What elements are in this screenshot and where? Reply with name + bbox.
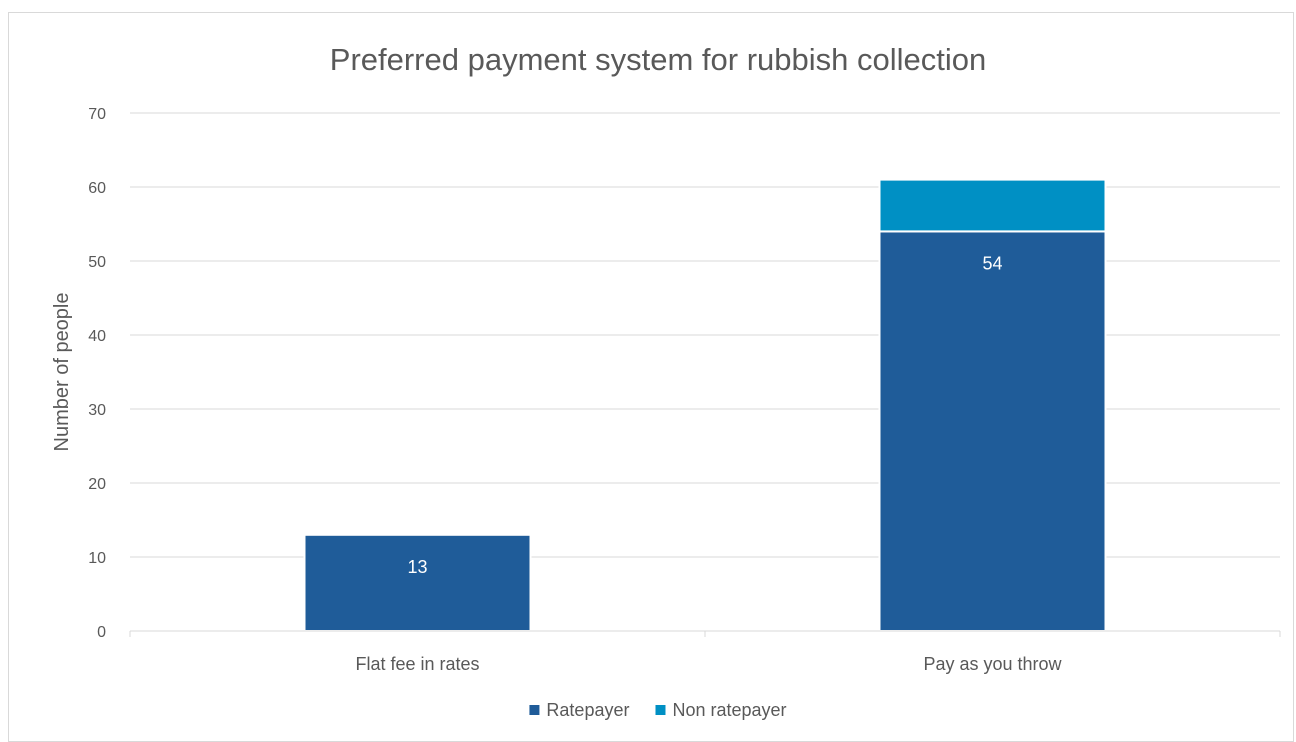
y-tick-label: 10 [88,550,106,567]
legend: Ratepayer Non ratepayer [529,700,787,720]
y-tick-label: 20 [88,476,106,493]
legend-swatch [655,705,666,715]
gridlines [130,112,1280,558]
y-tick-label: 60 [88,180,106,197]
bar-ratepayer [878,230,1107,632]
legend-label: Non ratepayer [672,700,786,720]
y-tick-label: 50 [88,254,106,271]
legend-label: Ratepayer [546,700,629,720]
bar-non-ratepayer [878,178,1107,233]
category-label: Pay as you throw [923,654,1062,674]
category-label: Flat fee in rates [355,654,479,674]
x-axis [129,630,1281,637]
category-labels: Flat fee in rates Pay as you throw [355,654,1062,674]
data-label: 54 [982,253,1002,273]
y-tick-label: 40 [88,328,106,345]
y-tick-labels: 0 10 20 30 40 50 60 70 [88,106,106,641]
y-tick-label: 0 [97,624,106,641]
bars: 13 54 [303,178,1107,632]
bar-ratepayer [303,533,532,632]
data-label: 13 [407,557,427,577]
chart-title: Preferred payment system for rubbish col… [330,42,986,77]
y-tick-label: 30 [88,402,106,419]
y-axis-label: Number of people [51,293,73,452]
y-tick-label: 70 [88,106,106,123]
legend-swatch [529,705,540,715]
